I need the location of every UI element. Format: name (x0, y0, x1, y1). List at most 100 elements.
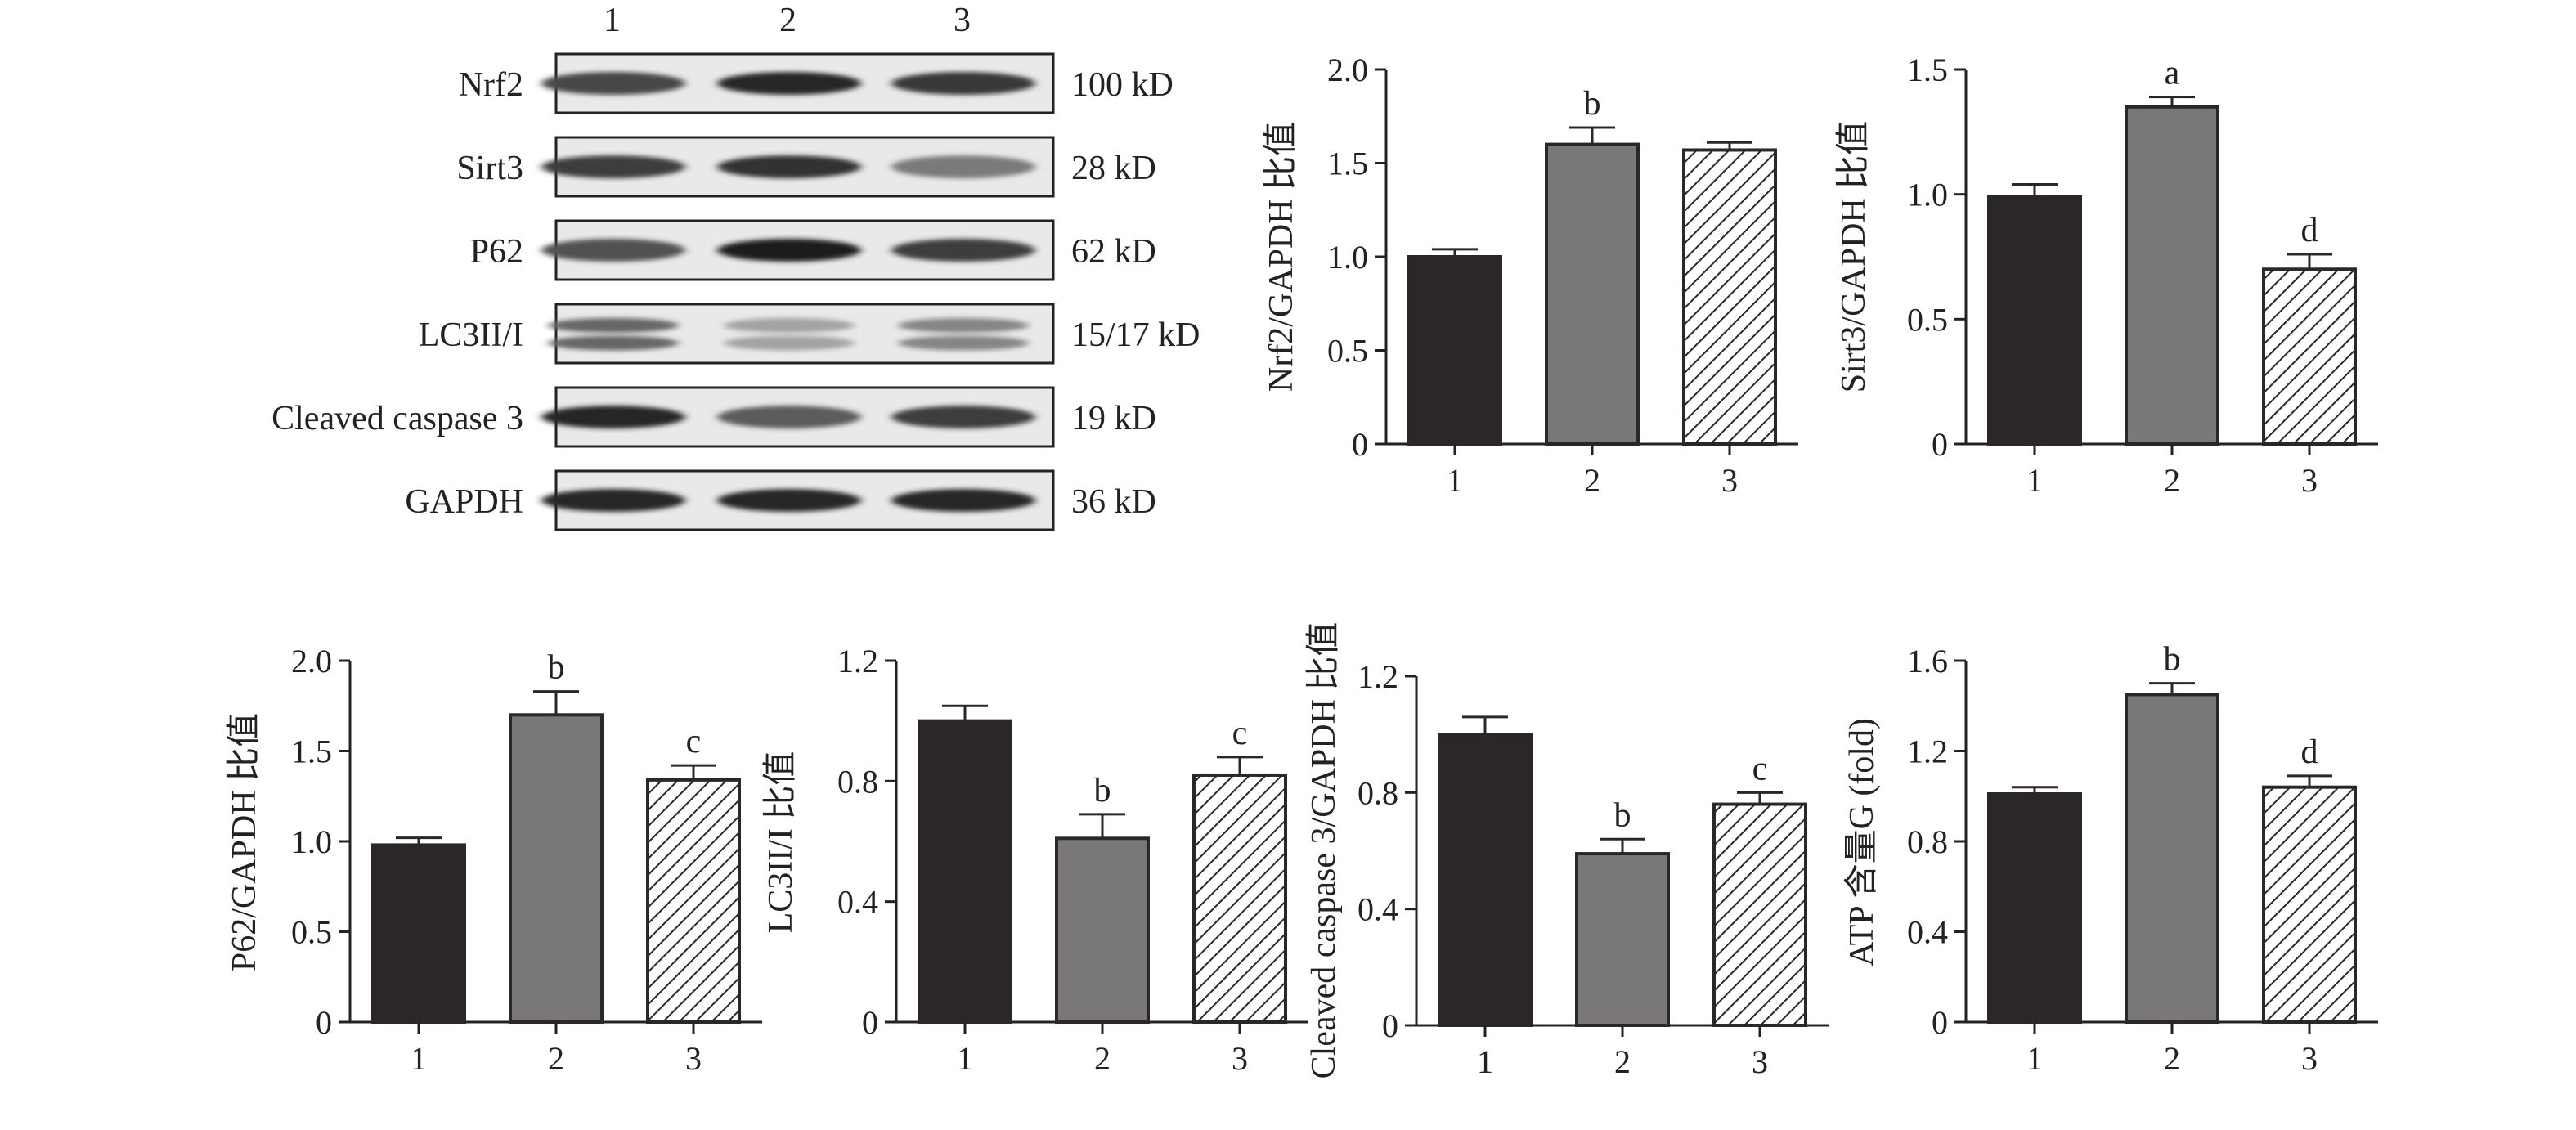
lane-number: 1 (604, 2, 621, 39)
blot-row-label: Cleaved caspase 3 (272, 400, 523, 437)
y-tick-label: 1.5 (1907, 52, 1948, 88)
y-tick-label: 0.8 (1907, 823, 1948, 860)
x-tick-label: 1 (411, 1040, 427, 1077)
blot-band (724, 317, 855, 333)
bar-charts: 0 0.5 1.0 1.5 2.0 1 b 2 3 Nrf2/GAPDH 比值 0 0.5 1.0 1.5… (226, 52, 2378, 1080)
chart-sirt3: 0 0.5 1.0 1.5 1 a 2 d 3 Sirt3/GAPDH 比值 (1835, 52, 2378, 499)
lane-number: 3 (954, 2, 971, 39)
significance-letter: c (1752, 750, 1768, 787)
bar-group-3 (2262, 785, 2357, 1024)
bar-group-1 (1407, 255, 1502, 446)
blot-band (891, 155, 1035, 178)
y-tick-label: 1.0 (1907, 177, 1948, 213)
x-tick-label: 2 (2164, 462, 2180, 499)
bar-group-3 (646, 778, 741, 1024)
x-tick-label: 2 (1094, 1040, 1111, 1077)
bar-group-3 (1712, 802, 1807, 1027)
blot-row-gapdh: GAPDH 36 kD (405, 469, 1156, 531)
y-tick-label: 0 (1352, 426, 1368, 463)
blot-strip (554, 303, 1055, 365)
chart-p62: 0 0.5 1.0 1.5 2.0 1 b 2 c 3 P62/GAPDH 比值 (226, 643, 762, 1077)
x-tick-label: 1 (1477, 1043, 1493, 1080)
blot-row-label: LC3II/I (419, 316, 523, 354)
blot-row-size: 28 kD (1071, 150, 1156, 187)
blot-band (541, 239, 685, 262)
x-tick-label: 3 (2301, 462, 2318, 499)
blot-row-size: 62 kD (1071, 233, 1156, 271)
chart-atp: 0 0.4 0.8 1.2 1.6 1 b 2 d 3 ATP 含量G (fold) (1843, 641, 2378, 1077)
bar-group-3 (2262, 267, 2357, 446)
y-tick-label: 0.5 (291, 914, 332, 951)
x-tick-label: 3 (1721, 462, 1738, 499)
x-tick-label: 2 (548, 1040, 564, 1077)
chart-lc3: 0 0.4 0.8 1.2 1 b 2 c 3 LC3II/I 比值 (762, 643, 1308, 1077)
significance-letter: b (1094, 772, 1111, 809)
blot-row-lc3ii-i: LC3II/I 15/17 kD (419, 303, 1200, 365)
bar-group-2 (1545, 142, 1640, 446)
blot-row-p62: P62 62 kD (470, 219, 1156, 281)
blot-row-cleaved-caspase-3: Cleaved caspase 3 19 kD (272, 386, 1156, 448)
x-tick-label: 3 (2301, 1040, 2318, 1077)
blot-band (541, 72, 685, 95)
significance-letter: a (2165, 55, 2180, 92)
significance-letter: b (2164, 641, 2181, 679)
x-tick-label: 3 (1232, 1040, 1248, 1077)
y-tick-label: 1.0 (1327, 239, 1368, 276)
blot-band (548, 317, 679, 333)
blot-band (898, 317, 1029, 333)
bar-group-2 (509, 713, 604, 1024)
blot-band (891, 406, 1035, 428)
blot-band (724, 335, 855, 351)
significance-letter: b (1614, 796, 1631, 834)
blot-band (717, 239, 861, 262)
bar-group-2 (2125, 105, 2219, 446)
y-tick-label: 2.0 (1327, 52, 1368, 88)
y-tick-label: 1.5 (291, 733, 332, 770)
bar-group-1 (918, 719, 1012, 1025)
y-tick-label: 1.5 (1327, 146, 1368, 182)
chart-nrf2: 0 0.5 1.0 1.5 2.0 1 b 2 3 Nrf2/GAPDH 比值 (1263, 52, 1798, 499)
y-tick-label: 0.4 (1907, 914, 1948, 951)
y-tick-label: 0.4 (1358, 891, 1398, 928)
bar-group-1 (1987, 791, 2082, 1024)
blot-row-sirt3: Sirt3 28 kD (456, 136, 1156, 198)
x-tick-label: 2 (1614, 1043, 1631, 1080)
y-tick-label: 0.4 (837, 884, 878, 921)
blot-band (891, 72, 1035, 95)
y-tick-label: 1.2 (837, 643, 878, 679)
bar-group-2 (1575, 852, 1670, 1028)
x-tick-label: 3 (685, 1040, 702, 1077)
y-tick-label: 0.5 (1907, 301, 1948, 338)
y-tick-label: 1.0 (291, 823, 332, 860)
blot-band (541, 489, 685, 512)
y-tick-label: 1.6 (1907, 643, 1948, 679)
significance-letter: b (548, 649, 565, 687)
blot-row-size: 15/17 kD (1071, 316, 1200, 354)
blot-row-size: 19 kD (1071, 400, 1156, 437)
blot-row-label: P62 (470, 233, 523, 271)
y-axis-label: Sirt3/GAPDH 比值 (1835, 121, 1873, 393)
bar-group-1 (1438, 733, 1533, 1028)
bar-group-1 (1987, 195, 2082, 446)
x-tick-label: 3 (1752, 1043, 1768, 1080)
blot-row-size: 100 kD (1071, 66, 1174, 104)
y-tick-label: 0 (862, 1004, 878, 1041)
blot-row-label: Sirt3 (456, 150, 523, 187)
blot-row-label: Nrf2 (459, 66, 523, 104)
y-tick-label: 0.8 (1358, 774, 1398, 811)
y-tick-label: 0 (316, 1004, 332, 1041)
bar-group-1 (371, 843, 466, 1025)
blot-band (898, 335, 1029, 351)
significance-letter: d (2301, 212, 2318, 249)
y-tick-label: 0.8 (837, 763, 878, 800)
y-axis-label: ATP 含量G (fold) (1843, 718, 1881, 966)
blot-band (717, 72, 861, 95)
y-tick-label: 2.0 (291, 643, 332, 679)
y-tick-label: 0 (1932, 1004, 1948, 1041)
x-tick-label: 1 (2026, 462, 2043, 499)
lane-number: 2 (779, 2, 797, 39)
significance-letter: b (1584, 85, 1601, 123)
western-blot-panel: 1 2 3 Nrf2 100 kD Sirt3 28 kD P62 62 kD LC3II/I 15… (272, 2, 1200, 531)
x-tick-label: 1 (957, 1040, 973, 1077)
